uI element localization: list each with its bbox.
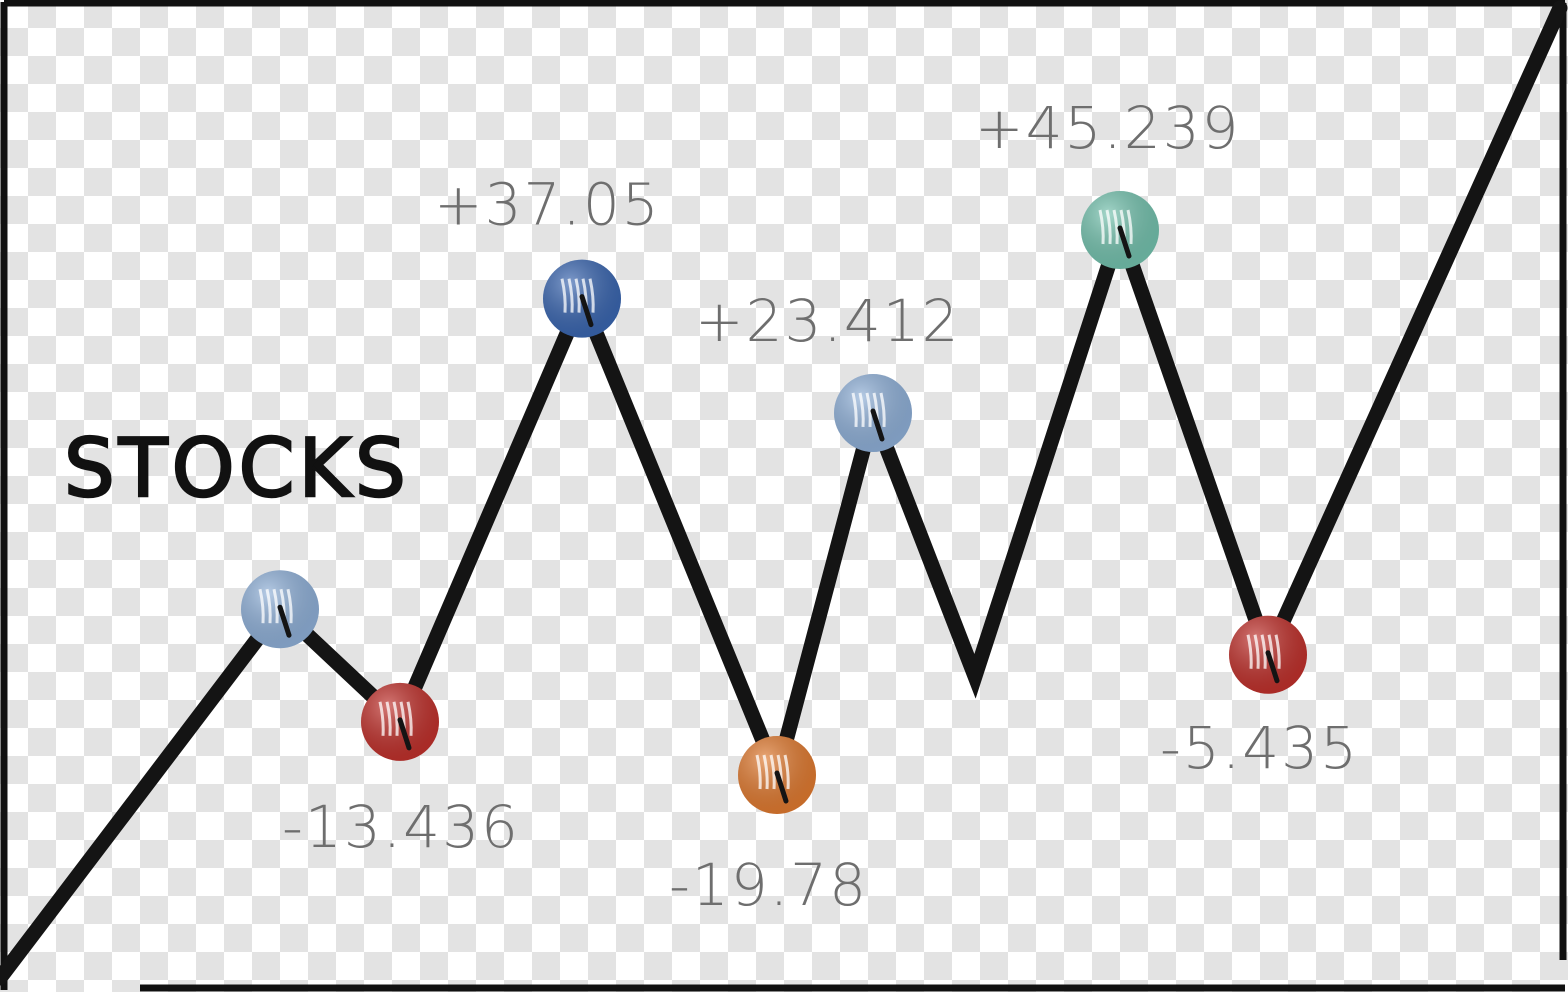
data-label: +23.412 [695, 287, 961, 355]
chart-title: STOCKS [64, 422, 410, 515]
data-labels: -13.436 +37.05 -19.78 +23.412 +45.239 -5.435 [282, 94, 1359, 919]
data-label: -19.78 [669, 851, 868, 919]
data-point [738, 736, 816, 814]
data-label: +37.05 [434, 171, 661, 239]
data-label: +45.239 [975, 94, 1241, 162]
data-point [1081, 191, 1159, 269]
data-point [1229, 615, 1307, 694]
data-label: -13.436 [282, 793, 520, 861]
data-point [361, 682, 439, 761]
data-points [241, 191, 1307, 814]
data-label: -5.435 [1160, 714, 1359, 782]
data-point [543, 259, 621, 338]
data-point [241, 570, 319, 649]
data-point [834, 373, 912, 452]
